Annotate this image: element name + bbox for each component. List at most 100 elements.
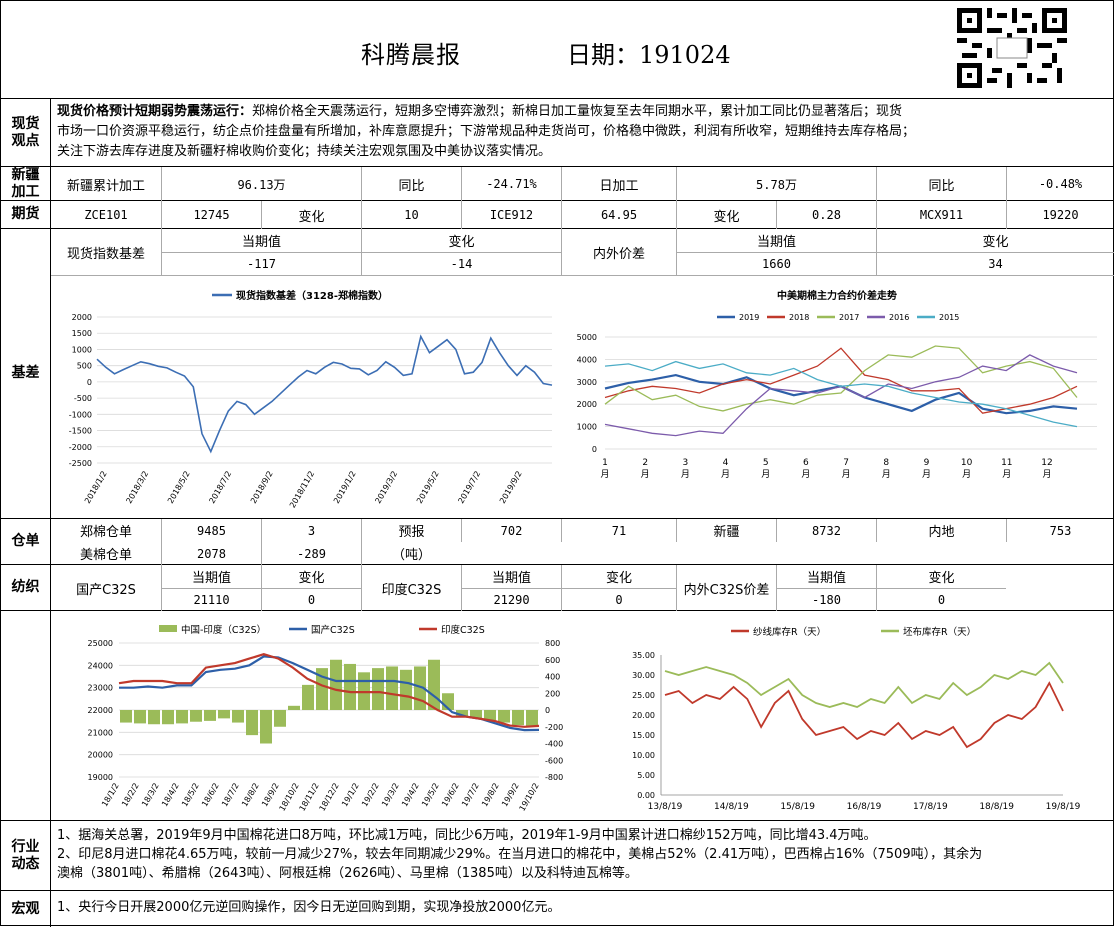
c2-y-tick: 20000: [88, 751, 113, 760]
c0-y-tick: -1000: [69, 410, 92, 419]
spinning-charts-row: 25000 24000 23000 22000 21000 20000 19000 800 60…: [1, 611, 1114, 821]
c2-x-tick: 18/12/2: [318, 782, 341, 813]
spot-basis-label: 现货指数基差: [66, 246, 145, 262]
c2-y2-tick: -400: [545, 740, 563, 749]
c2-bar: [120, 710, 132, 723]
c1-title: 中美期棉主力合约价差走势: [777, 289, 897, 302]
c2-x-tick: 19/5/2: [420, 782, 441, 809]
c2-bar: [428, 659, 440, 710]
basis-section: 基差 现货指数基差 当期值 变化 -117 -14 内外价差 当期值 变化 16…: [1, 229, 1114, 519]
spinning-charts-label-cell: [1, 611, 51, 820]
c1-series-2019: [604, 373, 1078, 415]
c3-y-tick: 5.00: [637, 771, 655, 780]
c2-bar: [512, 710, 524, 726]
c3-y-tick: 30.00: [632, 671, 655, 680]
c0-y-tick: 1000: [72, 345, 92, 354]
c0-x-tick: 2019/7/2: [456, 470, 482, 506]
xinjiang-daily-value: 5.78万: [676, 167, 876, 201]
ice-change: 0.28: [776, 201, 876, 229]
c1-x-tick: 9: [924, 458, 930, 468]
c1-x-tick: 1: [602, 458, 608, 468]
xinjiang-processing-row: 新疆 加工 新疆累计加工 96.13万 同比 -24.71% 日加工 5.78万…: [1, 167, 1114, 201]
india-cur-label: 当期值: [461, 565, 561, 588]
spot-view-text-1: 郑棉价格全天震荡运行，短期多空博弈激烈；新棉日加工量恢复至去年同期水平，累计加工…: [252, 104, 903, 119]
c0-x-tick: 2018/1/2: [83, 470, 109, 506]
c0-x-tick: 2018/9/2: [249, 470, 275, 506]
c2-bar: [274, 710, 286, 727]
c32s-spread-label: 内外C32S价差: [676, 565, 776, 611]
spot-view-row: 现货 观点 现货价格预计短期弱势震荡运行：郑棉价格全天震荡运行，短期多空博弈激烈…: [1, 99, 1114, 167]
india-chg-label: 变化: [561, 565, 676, 588]
c2-bar: [498, 710, 510, 723]
spread-label: 内外价差: [561, 229, 676, 275]
c3-legend-label: 坯布库存R（天）: [903, 626, 976, 638]
domestic-chg: 0: [261, 588, 361, 611]
c3-series-0: [664, 681, 1064, 749]
c1-series-2017: [604, 345, 1078, 412]
report-date: 日期：191024: [567, 41, 731, 69]
ice-change-label: 变化: [676, 201, 776, 229]
xinjiang-cum-label: 新疆累计加工: [66, 178, 145, 194]
spread-cur: 1660: [676, 252, 876, 275]
forecast-value: 702: [461, 519, 561, 542]
c2-bar: [232, 710, 244, 723]
industry-line-1: 1、据海关总署，2019年9月中国棉花进口8万吨，环比减1万吨，同比少6万吨，2…: [57, 828, 877, 843]
c0-x-tick: 2018/3/2: [124, 470, 150, 506]
forecast-chg: 71: [561, 519, 676, 542]
c1-x-tick: 月: [1002, 469, 1011, 480]
macro-row: 宏观 1、央行今日开展2000亿元逆回购操作，因今日无逆回购到期，实现净投放20…: [1, 891, 1114, 927]
c2-x-tick: 19/8/2: [480, 782, 501, 809]
c0-y-tick: -1500: [69, 427, 92, 436]
inland-warehouse-label: 内地: [876, 519, 1006, 542]
c32s-spread-chg-label: 变化: [876, 565, 1006, 588]
c1-x-tick: 月: [641, 469, 650, 480]
c0-x-tick: 2018/5/2: [166, 470, 192, 506]
zce-code: ZCE101: [84, 208, 128, 222]
c0-x-tick: 2018/7/2: [207, 470, 233, 506]
forecast-unit: （吨）: [361, 542, 461, 565]
spread-cur-label: 当期值: [676, 229, 876, 252]
c1-legend-label: 2019: [739, 313, 759, 322]
c2-y2-tick: -800: [545, 773, 563, 782]
futures-label: 期货: [1, 201, 51, 228]
c2-x-tick: 19/6/2: [440, 782, 461, 809]
c32s-spread-chg: 0: [876, 588, 1006, 611]
spot-view-lead: 现货价格预计短期弱势震荡运行：: [57, 104, 253, 119]
c1-series-2015: [604, 360, 1078, 428]
c0-series-line: [96, 334, 553, 454]
c2-x-tick: 18/9/2: [260, 782, 281, 809]
c1-legend-label: 2016: [889, 313, 909, 322]
xinjiang-label: 新疆 加工: [1, 167, 51, 200]
c0-y-tick: -2500: [69, 459, 92, 468]
c2-bar: [456, 710, 468, 717]
c2-bar: [526, 710, 538, 727]
basis-label: 基差: [1, 229, 51, 518]
c1-x-tick: 月: [801, 469, 810, 480]
spot-basis-chg-label: 变化: [361, 229, 561, 252]
spot-view-text-3: 关注下游去库存进度及新疆籽棉收购价变化；持续关注宏观氛围及中美协议落实情况。: [57, 144, 552, 159]
c2-bar: [204, 710, 216, 721]
c3-series-1: [664, 661, 1064, 708]
c1-x-tick: 月: [600, 469, 609, 480]
c2-x-tick: 18/1/2: [100, 782, 121, 809]
domestic-c32s-label: 国产C32S: [76, 582, 136, 598]
c1-x-tick: 月: [721, 469, 730, 480]
c2-bar: [330, 659, 342, 710]
c1-x-tick: 2: [642, 458, 648, 468]
c2-bar: [400, 669, 412, 710]
c1-y-tick: 3000: [577, 378, 597, 387]
c3-y-tick: 20.00: [632, 711, 655, 720]
c3-y-tick: 10.00: [632, 751, 655, 760]
india-c32s-label: 印度C32S: [361, 565, 461, 611]
c2-y-tick: 23000: [88, 684, 113, 693]
us-warehouse: 2078: [161, 542, 261, 565]
c1-series-2018: [604, 347, 1078, 414]
c2-legend-label: 中国-印度（C32S）: [181, 624, 266, 636]
spinning-row: 纺织 国产C32S 当期值 变化 21110 0 印度C32S 当期值 变化 2…: [1, 565, 1114, 611]
warehouse-row: 仓单 郑棉仓单 9485 3 预报 702 71 新疆 8732 内地 753 …: [1, 519, 1114, 565]
us-warehouse-label: 美棉仓单: [79, 548, 132, 563]
xinjiang-yoy-value: -24.71%: [461, 167, 561, 201]
c2-bar: [302, 684, 314, 710]
industry-label: 行业 动态: [1, 821, 51, 890]
c2-bar: [162, 710, 174, 725]
